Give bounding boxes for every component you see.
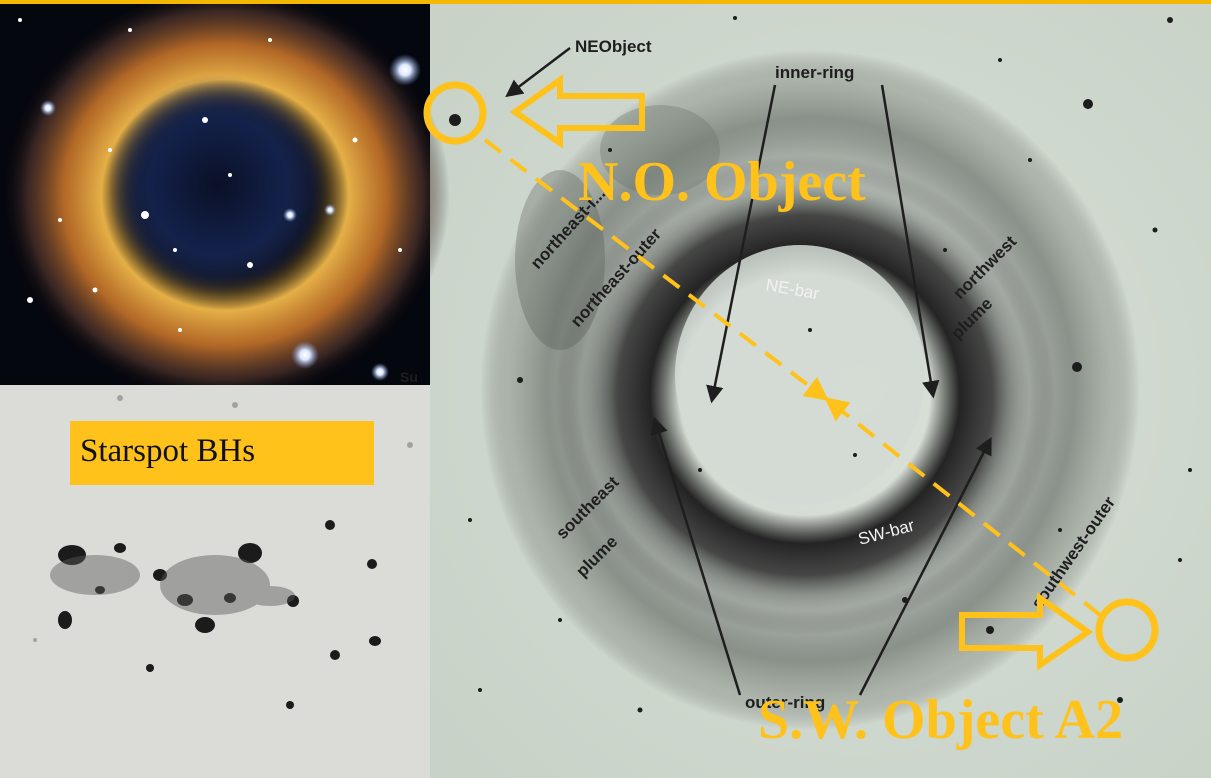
- ne-object-pointer-icon: [505, 47, 571, 98]
- outer-ring-label: outer-ring: [745, 693, 825, 712]
- helix-color-inset: [0, 0, 450, 405]
- sw-open-arrow-icon: [959, 592, 1094, 671]
- ne-object-caption: N.O. Object: [578, 151, 866, 213]
- ne-dashed-arrow-icon: [483, 138, 829, 401]
- inner-ring-label: inner-ring: [775, 63, 854, 82]
- ne-object-circle-marker-icon: [423, 81, 487, 145]
- top-accent-bar: [0, 0, 1211, 4]
- helix-plate: [430, 0, 1211, 778]
- sw-object-caption: S.W. Object A2: [758, 689, 1123, 751]
- object-axis: [483, 138, 1102, 617]
- ne-open-arrow-icon: [509, 74, 645, 149]
- inner-ring-arrow-right-icon: [880, 84, 940, 399]
- sw-dashed-arrow-icon: [824, 397, 1102, 617]
- ne-object-tag: NEObject: [575, 37, 652, 56]
- starspot-label: Starspot BHs: [80, 433, 256, 469]
- outer-ring-arrow-left-icon: [650, 416, 742, 696]
- inset-clip-text: Su: [400, 369, 418, 385]
- inner-cavity: [675, 245, 925, 505]
- sw-object-circle-marker-icon: [1095, 598, 1159, 662]
- inner-ring-arrow-left-icon: [706, 84, 777, 404]
- outer-ring-arrow-right-icon: [858, 436, 992, 696]
- plate-annotation-arrows: [505, 47, 992, 696]
- starspot-label-box: Starspot BHs: [70, 421, 374, 485]
